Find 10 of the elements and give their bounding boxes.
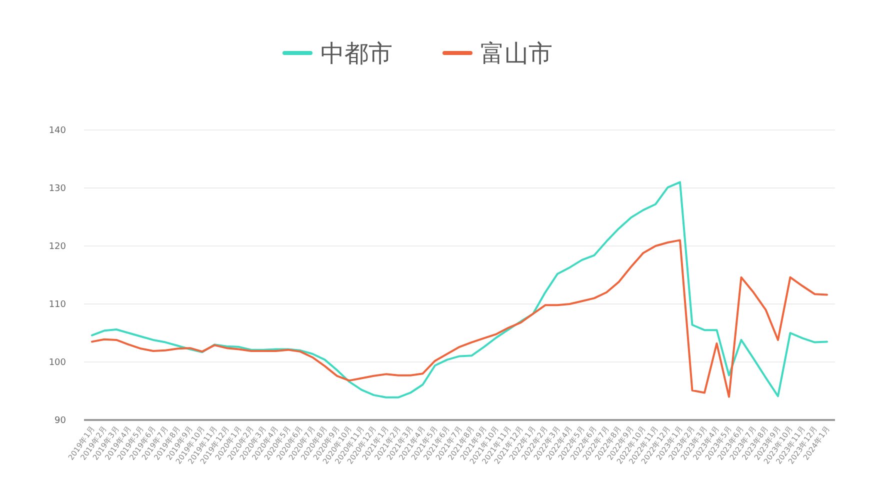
y-tick-label: 90 [54, 416, 66, 426]
y-tick-label: 130 [48, 184, 66, 194]
line-series [91, 239, 828, 398]
y-tick-label: 110 [48, 300, 66, 310]
y-tick-label: 140 [48, 126, 66, 136]
y-tick-label: 120 [48, 242, 66, 252]
legend-label: 富山市 [480, 39, 552, 68]
line-series [91, 181, 828, 398]
y-tick-label: 100 [48, 358, 66, 368]
legend-label: 中都市 [320, 39, 392, 68]
